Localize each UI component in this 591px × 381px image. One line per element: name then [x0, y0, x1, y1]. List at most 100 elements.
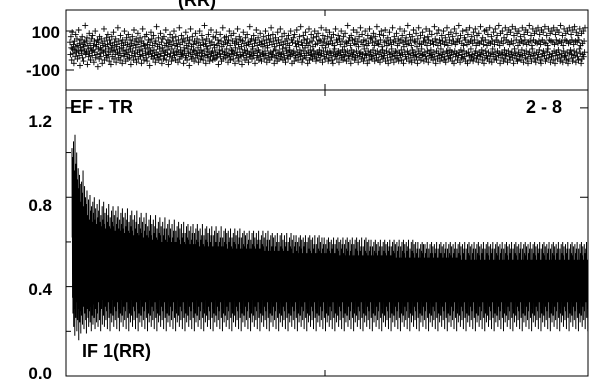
- phase-point: [521, 37, 528, 43]
- phase-point: [230, 55, 237, 62]
- phase-point: [198, 47, 204, 53]
- phase-point: [152, 59, 159, 66]
- phase-point: [564, 28, 571, 35]
- phase-point: [514, 58, 521, 65]
- phase-point: [453, 30, 460, 37]
- phase-point: [178, 51, 185, 58]
- phase-point: [572, 52, 578, 59]
- phase-point: [166, 53, 173, 60]
- phase-point: [230, 30, 237, 37]
- phase-point: [411, 38, 418, 45]
- phase-point: [313, 54, 320, 61]
- phase-point: [408, 42, 415, 49]
- phase-point: [146, 62, 153, 69]
- phase-point: [437, 45, 444, 52]
- phase-point: [495, 22, 502, 29]
- phase-point: [526, 22, 533, 29]
- phase-point: [414, 60, 421, 67]
- phase-point: [527, 38, 534, 45]
- phase-point: [432, 35, 439, 42]
- phase-point: [366, 25, 373, 32]
- phase-point: [419, 29, 426, 36]
- phase-point: [345, 38, 352, 45]
- phase-point: [492, 25, 499, 32]
- phase-point: [501, 55, 508, 62]
- phase-point: [466, 24, 473, 31]
- phase-point: [365, 48, 372, 55]
- phase-point: [306, 25, 312, 32]
- phase-point: [217, 31, 224, 38]
- phase-point: [536, 47, 543, 53]
- phase-point: [117, 32, 124, 39]
- phase-point: [311, 53, 318, 60]
- phase-point: [192, 30, 199, 37]
- phase-point: [454, 39, 460, 46]
- phase-point: [392, 48, 399, 55]
- phase-point: [155, 34, 162, 41]
- phase-point: [208, 27, 214, 33]
- phase-point: [83, 49, 90, 56]
- phase-point: [104, 41, 111, 48]
- phase-point: [248, 35, 255, 42]
- phase-point: [194, 52, 201, 59]
- phase-point: [303, 54, 309, 61]
- phase-point: [107, 61, 114, 68]
- phase-point: [486, 58, 493, 65]
- phase-point: [326, 29, 333, 36]
- phase-point: [407, 37, 414, 43]
- phase-point: [125, 31, 132, 38]
- phase-point: [157, 53, 164, 60]
- phase-point: [171, 28, 177, 35]
- phase-point: [318, 24, 325, 31]
- phase-point: [548, 28, 555, 35]
- phase-point: [541, 52, 548, 59]
- phase-point: [519, 24, 526, 31]
- phase-point: [497, 60, 504, 67]
- phase-point: [114, 24, 121, 31]
- phase-point: [395, 35, 402, 42]
- phase-point: [348, 32, 355, 39]
- phase-point: [524, 55, 531, 62]
- phase-point: [328, 52, 335, 59]
- phase-point: [286, 47, 293, 53]
- phase-point: [241, 47, 248, 53]
- phase-point: [360, 41, 366, 48]
- phase-point: [246, 23, 253, 30]
- phase-point: [374, 40, 381, 47]
- phase-point: [560, 42, 567, 49]
- amplitude-panel-frame: [65, 89, 589, 377]
- phase-point: [307, 52, 314, 59]
- phase-point: [359, 51, 366, 58]
- phase-point: [215, 61, 222, 68]
- phase-point: [571, 48, 578, 55]
- phase-point: [341, 53, 348, 60]
- phase-point: [557, 58, 564, 65]
- phase-point: [222, 49, 228, 56]
- phase-point: [421, 49, 428, 56]
- phase-point: [551, 41, 558, 48]
- phase-point: [74, 35, 80, 42]
- phase-point: [191, 58, 198, 65]
- phase-point: [402, 38, 409, 45]
- phase-point: [538, 60, 544, 67]
- phase-point: [138, 60, 145, 67]
- phase-point: [433, 39, 440, 46]
- phase-point: [350, 27, 357, 33]
- phase-point: [92, 28, 99, 35]
- phase-point: [531, 55, 538, 62]
- phase-point: [266, 57, 273, 63]
- phase-point: [88, 35, 95, 42]
- phase-point: [484, 42, 490, 49]
- phase-point: [69, 29, 76, 36]
- phase-point: [68, 57, 75, 63]
- phase-point: [206, 38, 213, 45]
- phase-point: [386, 29, 393, 36]
- phase-point: [315, 30, 322, 37]
- phase-point: [557, 22, 564, 29]
- phase-point: [265, 32, 272, 39]
- phase-point: [353, 48, 360, 55]
- phase-point: [442, 59, 449, 66]
- phase-point: [561, 25, 568, 32]
- phase-point: [89, 32, 96, 39]
